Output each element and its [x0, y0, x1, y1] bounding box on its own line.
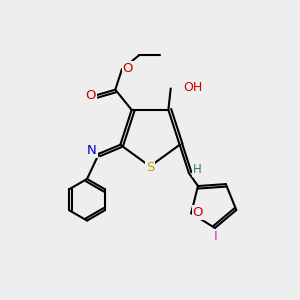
Text: OH: OH — [183, 81, 202, 94]
Text: O: O — [85, 88, 96, 101]
Text: O: O — [122, 62, 133, 75]
Text: N: N — [87, 144, 97, 157]
Text: H: H — [193, 163, 202, 176]
Text: O: O — [193, 206, 203, 219]
Text: S: S — [146, 161, 154, 174]
Text: I: I — [214, 230, 218, 243]
